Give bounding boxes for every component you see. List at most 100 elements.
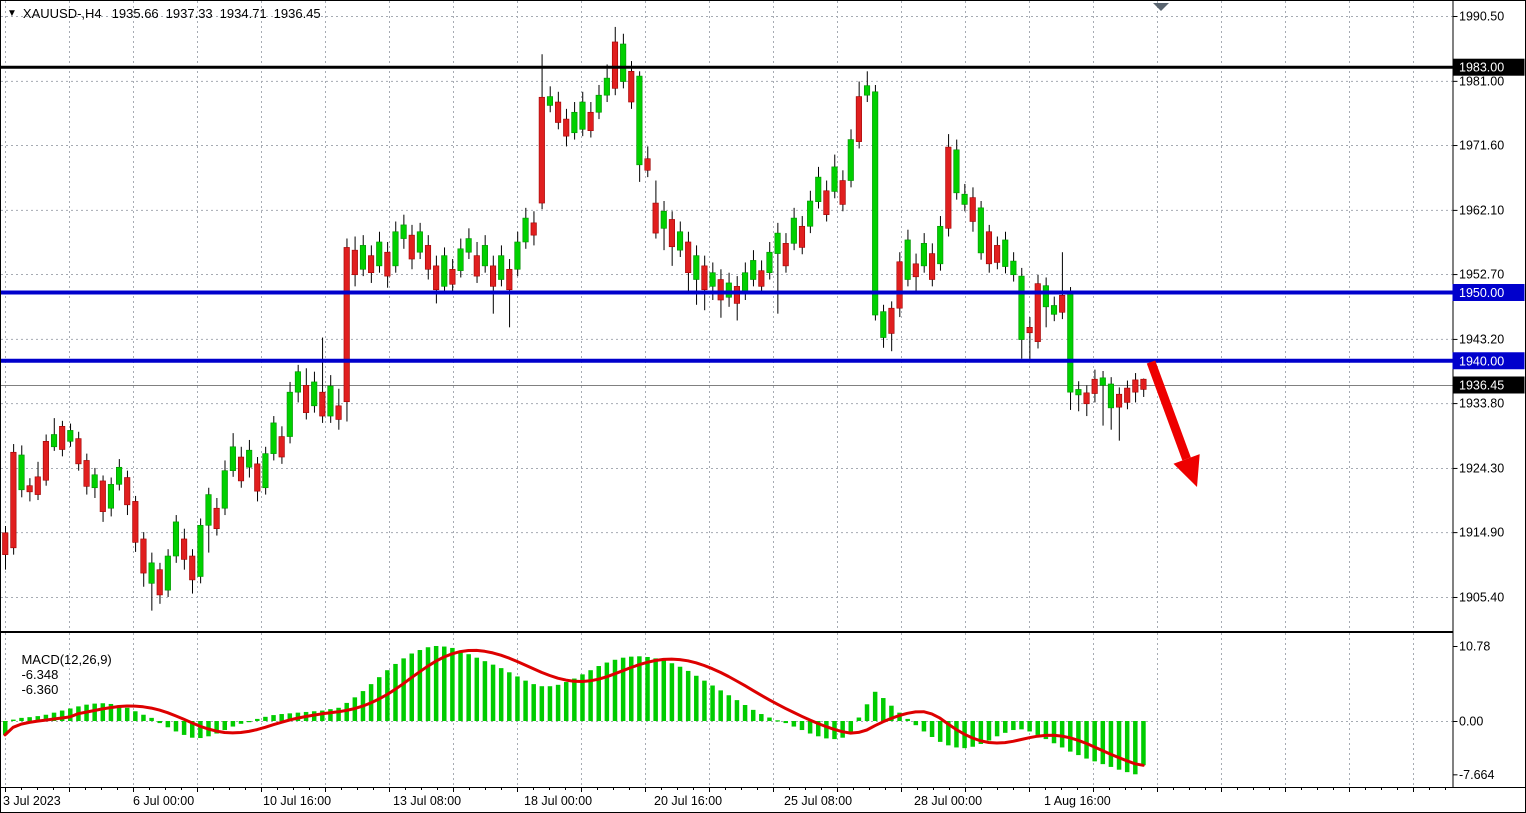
macd-bar — [677, 666, 683, 721]
indicator-name-label: MACD(12,26,9) — [21, 652, 112, 667]
bear-candle — [839, 180, 846, 205]
macd-bar — [1084, 721, 1089, 759]
macd-bar — [620, 657, 626, 721]
bull-candle — [327, 385, 334, 417]
macd-bar — [1141, 721, 1146, 766]
macd-bar — [653, 658, 658, 721]
bull-candle — [620, 43, 627, 82]
bear-candle — [701, 265, 708, 291]
bear-candle — [1083, 392, 1090, 405]
macd-bar — [263, 716, 268, 721]
macd-bar — [133, 711, 138, 721]
macd-bar — [458, 650, 463, 721]
bull-candle — [514, 241, 521, 270]
macd-bar — [661, 660, 667, 721]
bear-candle — [2, 532, 9, 555]
bull-candle — [807, 200, 814, 227]
bull-candle — [595, 94, 602, 113]
bull-candle — [847, 139, 854, 181]
macd-bar — [401, 658, 406, 721]
macd-bar — [840, 721, 845, 738]
macd-bar — [222, 721, 228, 731]
macd-bar — [702, 680, 707, 721]
time-axis[interactable]: 3 Jul 2023 6 Jul 00:00 10 Jul 16:00 13 Jul … — [3, 788, 1446, 808]
macd-bar — [498, 668, 504, 721]
macd-bar — [970, 721, 975, 747]
indicator-axis[interactable]: 10.78 0.00 -7.664 — [1452, 639, 1495, 782]
bear-candle — [912, 263, 919, 278]
bear-candle — [587, 111, 594, 131]
bear-candle — [319, 391, 326, 417]
bull-candle — [91, 474, 98, 489]
bull-candle — [205, 494, 212, 526]
macd-bar — [3, 721, 8, 735]
macd-bar — [734, 700, 740, 721]
trend-arrow-shaft[interactable] — [1146, 360, 1191, 461]
bear-candle — [668, 219, 675, 248]
bull-candle — [920, 243, 927, 267]
macd-bar — [685, 670, 691, 721]
bull-candle — [790, 217, 797, 244]
macd-bar — [1068, 721, 1073, 752]
macd-bar — [279, 714, 284, 721]
macd-bar — [271, 715, 276, 721]
macd-bar — [531, 684, 536, 721]
macd-bar — [68, 708, 73, 721]
price-badge — [1452, 352, 1525, 370]
macd-bar — [507, 672, 512, 721]
macd-tick-label: 10.78 — [1459, 639, 1490, 653]
macd-bar — [198, 721, 203, 739]
macd-bar — [1059, 721, 1065, 748]
bull-candle — [579, 101, 586, 130]
bull-candle — [311, 381, 318, 407]
bull-candle — [1067, 293, 1074, 393]
macd-bar — [929, 721, 935, 738]
bear-candle — [83, 460, 90, 487]
price-tick-label: 1981.00 — [1459, 74, 1504, 88]
macd-bar — [596, 666, 601, 721]
bear-candle — [1091, 378, 1098, 394]
bear-candle — [506, 268, 513, 291]
bull-candle — [481, 245, 488, 267]
macd-bar — [59, 710, 65, 721]
bull-candle — [815, 176, 822, 202]
trend-arrow[interactable] — [1146, 360, 1200, 487]
macd-bar — [1100, 721, 1106, 765]
macd-bar — [1035, 721, 1041, 735]
bull-candle — [1107, 383, 1114, 409]
bear-candle — [1026, 327, 1033, 334]
bear-candle — [652, 202, 659, 234]
macd-bar — [750, 709, 756, 721]
macd-bar — [588, 670, 593, 721]
bear-candle — [1116, 393, 1123, 408]
macd-bar — [547, 686, 553, 721]
bull-candle — [221, 470, 228, 509]
bull-candle — [863, 85, 871, 96]
bear-candle — [628, 70, 635, 103]
bull-candle — [18, 454, 25, 491]
bull-candle — [1018, 275, 1025, 340]
macd-bar — [555, 684, 561, 721]
macd-bar — [51, 712, 57, 721]
bear-candle — [124, 477, 131, 506]
macd-bar — [913, 721, 919, 726]
price-tick-label: 1924.30 — [1459, 461, 1504, 475]
price-axis[interactable]: 1990.50 1981.00 1971.60 1962.10 1952.70 1943.… — [1452, 10, 1525, 605]
bull-candle — [546, 96, 554, 106]
bear-candle — [34, 476, 41, 495]
bull-candle — [498, 255, 505, 280]
bear-candle — [855, 96, 862, 142]
macd-bar — [230, 721, 236, 727]
macd-bar — [872, 691, 878, 721]
macd-bar — [393, 663, 398, 721]
trend-arrow-head[interactable] — [1173, 454, 1200, 487]
bear-candle — [303, 385, 310, 413]
bear-candle — [994, 245, 1001, 263]
bull-candle — [742, 272, 749, 294]
bear-candle — [985, 231, 993, 265]
bull-candle — [937, 225, 944, 265]
macd-bar — [767, 717, 772, 721]
main-panel-border — [0, 0, 1454, 632]
